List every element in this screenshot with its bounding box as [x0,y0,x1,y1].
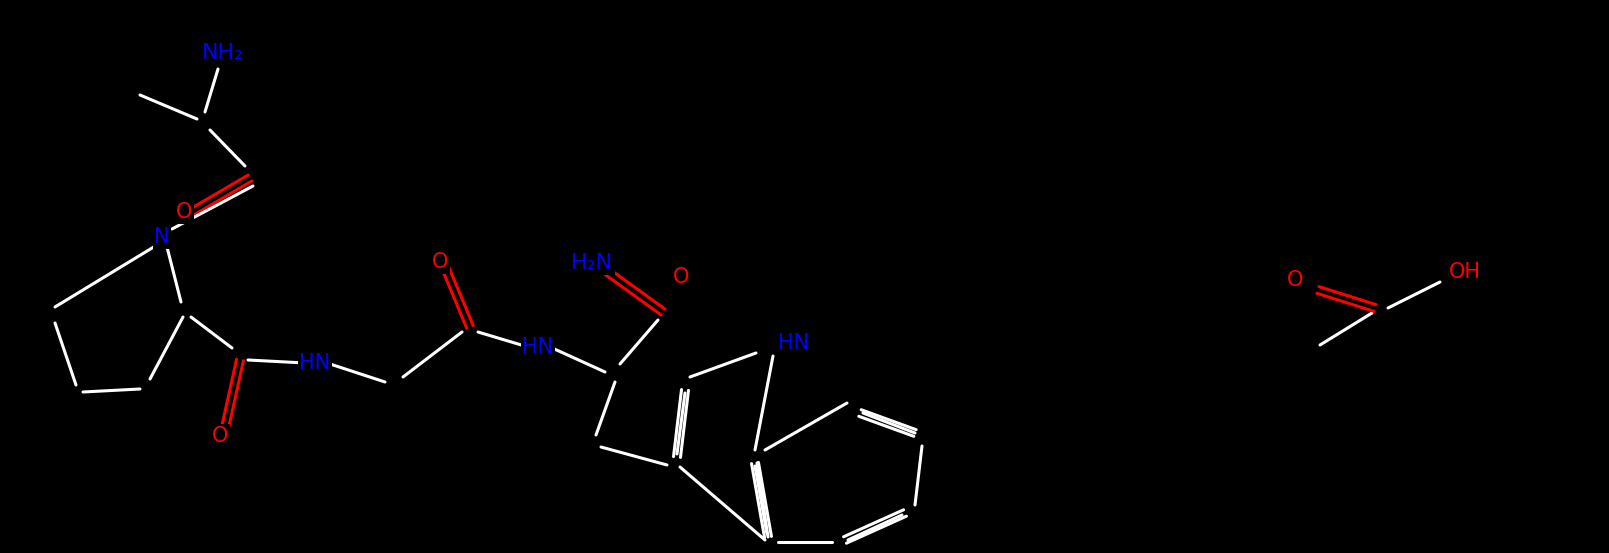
Text: O: O [431,252,449,272]
Text: O: O [212,426,228,446]
Text: N: N [154,227,171,247]
Text: H₂N: H₂N [571,253,613,273]
Text: O: O [175,202,191,222]
Text: HN: HN [779,333,809,353]
Text: NH₂: NH₂ [203,43,245,63]
Text: OH: OH [1450,262,1480,282]
Text: HN: HN [523,337,553,357]
Text: HN: HN [299,353,330,373]
Text: O: O [673,267,689,287]
Text: O: O [1287,270,1303,290]
